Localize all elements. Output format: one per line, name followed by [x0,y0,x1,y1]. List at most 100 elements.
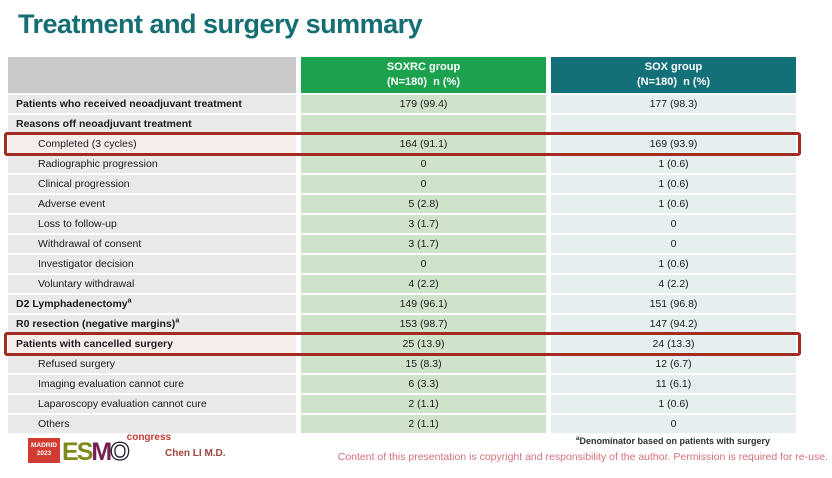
table-row: Imaging evaluation cannot cure 6 (3.3) 11 … [8,375,796,393]
sox-group-sub: (N=180) n (%) [636,76,711,88]
madrid-2023-badge: MADRID 2023 [28,438,60,463]
row-label: Completed (3 cycles) [8,135,296,153]
congress-label: congress [126,432,172,443]
soxrc-value: 179 (99.4) [301,95,546,113]
row-label: R0 resection (negative margins)a [8,315,296,333]
sox-value: 24 (13.3) [551,335,796,353]
sox-value: 11 (6.1) [551,375,796,393]
sox-value: 1 (0.6) [551,255,796,273]
sox-value: 1 (0.6) [551,175,796,193]
table-row: Completed (3 cycles) 164 (91.1) 169 (93.9) [4,132,801,156]
row-label: Patients who received neoadjuvant treatm… [8,95,296,113]
footnote-text: Denominator based on patients with surge… [579,436,770,446]
row-label: Others [8,415,296,433]
row-label-text: Refused surgery [38,358,116,370]
row-label-text: Completed (3 cycles) [38,138,137,150]
row-label-text: R0 resection (negative margins) [16,318,176,330]
row-label-text: Patients with cancelled surgery [16,338,173,350]
row-label: Investigator decision [8,255,296,273]
table-row: Loss to follow-up 3 (1.7) 0 [8,215,796,233]
esmo-letter: S [76,438,94,467]
esmo-letter: M [91,438,112,467]
esmo-wordmark: ESMO [62,439,130,465]
column-header-soxrc: SOXRC group (N=180) n (%) [301,57,546,93]
soxrc-value [301,115,546,133]
row-label-text: Radiographic progression [38,158,158,170]
soxrc-group-name: SOXRC group [386,61,461,74]
row-label-text: Voluntary withdrawal [38,278,135,290]
page-title: Treatment and surgery summary [18,9,423,39]
sox-value: 169 (93.9) [551,135,796,153]
soxrc-value: 2 (1.1) [301,395,546,413]
column-header-sox: SOX group (N=180) n (%) [551,57,796,93]
row-label-text: Patients who received neoadjuvant treatm… [16,98,242,110]
soxrc-value: 0 [301,255,546,273]
soxrc-value: 0 [301,175,546,193]
soxrc-value: 25 (13.9) [301,335,546,353]
row-label: Patients with cancelled surgery [8,335,296,353]
table-row: Withdrawal of consent 3 (1.7) 0 [8,235,796,253]
soxrc-value: 3 (1.7) [301,235,546,253]
soxrc-value: 6 (3.3) [301,375,546,393]
sox-value: 147 (94.2) [551,315,796,333]
row-label-text: Adverse event [38,198,106,210]
table-row: Radiographic progression 0 1 (0.6) [8,155,796,173]
table-row: Patients with cancelled surgery 25 (13.9)… [4,332,801,356]
sox-value: 0 [551,415,796,433]
table-row: Voluntary withdrawal 4 (2.2) 4 (2.2) [8,275,796,293]
esmo-congress-logo: MADRID 2023 ESMO congress [28,432,171,466]
row-label: Refused surgery [8,355,296,373]
year-label: 2023 [36,450,52,458]
row-label-text: Clinical progression [38,178,130,190]
soxrc-value: 153 (98.7) [301,315,546,333]
soxrc-value: 5 (2.8) [301,195,546,213]
sox-value: 4 (2.2) [551,275,796,293]
table-row: Clinical progression 0 1 (0.6) [8,175,796,193]
row-label: Radiographic progression [8,155,296,173]
soxrc-value: 2 (1.1) [301,415,546,433]
copyright-notice: Content of this presentation is copyrigh… [337,451,828,463]
table-row: Investigator decision 0 1 (0.6) [8,255,796,273]
sox-value: 1 (0.6) [551,155,796,173]
sox-value: 0 [551,235,796,253]
sox-value: 12 (6.7) [551,355,796,373]
table-row: Laparoscopy evaluation cannot cure 2 (1.1… [8,395,796,413]
soxrc-group-sub: (N=180) n (%) [386,76,461,88]
soxrc-value: 164 (91.1) [301,135,546,153]
table-header-row: SOXRC group (N=180) n (%) SOX group (N=1… [8,57,796,93]
author-name: Chen LI M.D. [165,448,226,459]
row-label: Voluntary withdrawal [8,275,296,293]
table-row: Refused surgery 15 (8.3) 12 (6.7) [8,355,796,373]
sox-value: 151 (96.8) [551,295,796,313]
row-label-text: Laparoscopy evaluation cannot cure [38,398,207,410]
row-label: Clinical progression [8,175,296,193]
table-footnote: aDenominator based on patients with surg… [575,435,770,446]
results-table: SOXRC group (N=180) n (%) SOX group (N=1… [4,57,801,435]
row-label: Laparoscopy evaluation cannot cure [8,395,296,413]
row-label: Reasons off neoadjuvant treatment [8,115,296,133]
row-label-text: Investigator decision [38,258,134,270]
soxrc-value: 4 (2.2) [301,275,546,293]
esmo-letter: E [62,438,79,467]
sox-value: 1 (0.6) [551,195,796,213]
row-label-text: Imaging evaluation cannot cure [38,378,184,390]
soxrc-value: 0 [301,155,546,173]
row-label: Adverse event [8,195,296,213]
row-label: D2 Lymphadenectomya [8,295,296,313]
row-label-superscript: a [127,297,132,305]
footnote-superscript: a [575,435,580,442]
row-label: Imaging evaluation cannot cure [8,375,296,393]
table-row: Others 2 (1.1) 0 [8,415,796,433]
table-row: Adverse event 5 (2.8) 1 (0.6) [8,195,796,213]
table-row: R0 resection (negative margins)a 153 (98.… [8,315,796,333]
table-row: D2 Lymphadenectomya 149 (96.1) 151 (96.8) [8,295,796,313]
row-label-text: Withdrawal of consent [38,238,142,250]
sox-value: 177 (98.3) [551,95,796,113]
row-label: Withdrawal of consent [8,235,296,253]
row-label-text: D2 Lymphadenectomy [16,298,128,310]
sox-value: 0 [551,215,796,233]
row-label-header [8,57,296,93]
sox-group-name: SOX group [644,61,703,74]
esmo-letter: O [110,438,131,467]
table-row: Patients who received neoadjuvant treatm… [8,95,796,113]
